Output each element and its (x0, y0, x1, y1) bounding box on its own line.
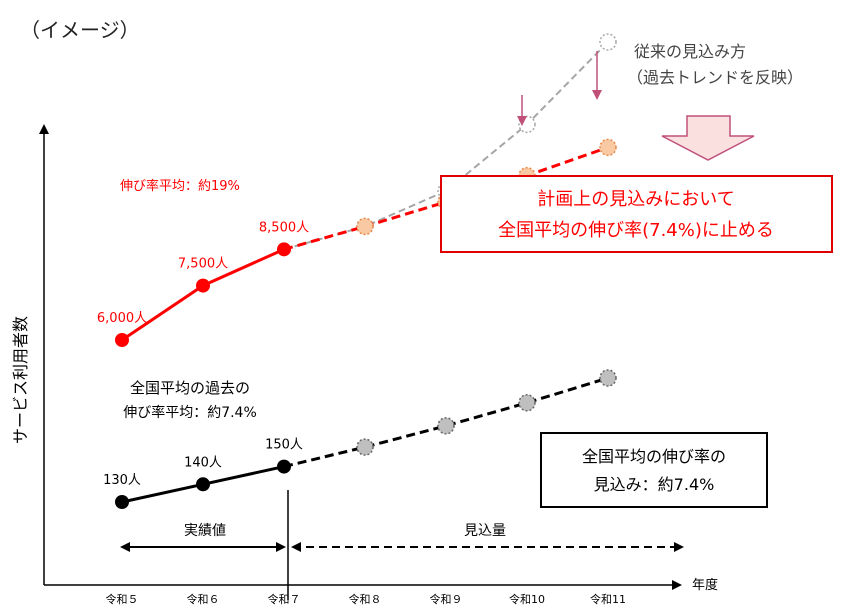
national-past-line-2: 伸び率平均：約7.4% (123, 404, 257, 421)
national-past-line-1: 全国平均の過去の (130, 379, 250, 397)
national-box (540, 432, 768, 508)
data-label: 8,500人 (259, 220, 309, 235)
data-point-local-planned (356, 217, 374, 236)
trend-label-1: 従来の見込み方 (634, 42, 746, 61)
data-label: 130人 (103, 473, 141, 488)
data-point-local-planned (599, 138, 617, 157)
x-tick-label: 令和10 (509, 592, 545, 606)
x-axis-label: 年度 (692, 577, 718, 593)
data-point-local-trend (599, 33, 617, 51)
data-point-national-projection (518, 394, 536, 412)
actual-span-label: 実績値 (184, 523, 226, 539)
data-point-national-actual (196, 477, 210, 492)
data-point-local-actual (115, 333, 129, 347)
trend-label-2: （過去トレンドを反映） (627, 68, 803, 87)
data-label: 6,000人 (97, 311, 147, 326)
data-point-local-actual (196, 278, 210, 293)
x-tick-label: 令和７ (268, 592, 301, 606)
data-point-local-actual (277, 242, 291, 257)
data-point-national-actual (277, 459, 291, 474)
data-label: 7,500人 (178, 257, 228, 272)
national-box-line-1: 全国平均の伸び率の (582, 447, 726, 466)
x-tick-label: 令和８ (349, 592, 382, 606)
local-growth-label: 伸び率平均：約19% (120, 178, 240, 194)
data-point-national-projection (356, 438, 374, 456)
y-axis-label: サービス利用者数 (11, 316, 30, 444)
projection-span-label: 見込量 (464, 523, 506, 539)
data-label: 140人 (184, 455, 222, 470)
image-caption: （イメージ） (20, 18, 140, 42)
plan-box-line-2: 全国平均の伸び率(7.4%)に止める (498, 220, 774, 241)
block-down-arrow (661, 115, 755, 161)
x-tick-label: 令和11 (590, 592, 626, 606)
data-point-national-actual (115, 495, 129, 509)
x-tick-label: 令和５ (106, 592, 139, 606)
x-tick-label: 令和６ (187, 592, 220, 606)
national-box-line-2: 見込み：約7.4% (594, 475, 715, 494)
data-label: 150人 (265, 438, 303, 453)
plan-box-line-1: 計画上の見込みにおいて (537, 189, 734, 210)
data-point-national-projection (437, 417, 455, 435)
x-tick-label: 令和９ (430, 592, 463, 606)
data-point-national-projection (599, 369, 617, 387)
plan-box (440, 175, 833, 253)
